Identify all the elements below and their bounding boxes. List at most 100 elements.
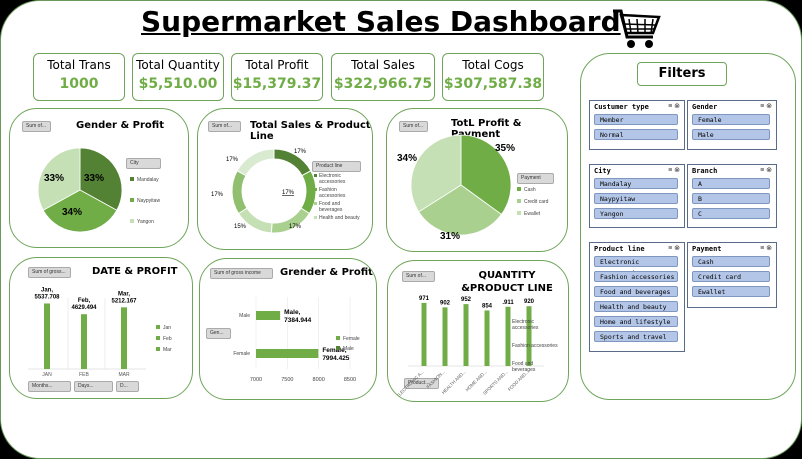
legend-field-button[interactable]: Payment (517, 173, 554, 184)
legend-swatch (314, 188, 317, 191)
slicer-controls: ≡ ⊗ (760, 166, 772, 174)
slicer-item[interactable]: Electronic accessories (594, 256, 678, 277)
x-tick-label: ELECTRONIC A... (395, 369, 425, 399)
slicer-header: Payment (692, 245, 722, 253)
legend-label: Fashion accessories (512, 343, 558, 349)
slicer-item[interactable]: Credit card (692, 271, 770, 282)
field-button[interactable]: Sum of... (22, 121, 51, 132)
kpi-value: $5,510.00 (138, 76, 218, 92)
slicer-item[interactable]: Mandalay (594, 178, 678, 189)
data-label: 4629.494 (71, 305, 97, 311)
multi-select-icon[interactable]: ≡ (760, 103, 765, 110)
kpi-label: Total Profit (245, 58, 309, 72)
multi-select-icon[interactable]: ≡ (668, 103, 673, 110)
days-filter-button[interactable]: Days... (74, 381, 113, 392)
data-label: Feb, (78, 298, 91, 304)
slicer-item[interactable]: Normal (594, 129, 678, 140)
months-filter-button[interactable]: Months... (28, 381, 71, 392)
slicer-item[interactable]: B (692, 193, 770, 204)
shopping-cart-icon (613, 9, 661, 48)
field-button[interactable]: Sum of... (208, 121, 241, 132)
slicer-controls: ≡ ⊗ (668, 244, 680, 252)
clear-filter-icon[interactable]: ⊗ (764, 245, 772, 252)
legend-field-button[interactable]: City (126, 158, 161, 169)
legend-label: accessories (319, 193, 346, 199)
data-label: 35% (495, 143, 515, 154)
slicer-payment: Payment ≡ ⊗ Cash Credit card Ewallet (687, 242, 777, 308)
clear-filter-icon[interactable]: ⊗ (764, 167, 772, 174)
legend-label: Mandalay (137, 177, 159, 183)
legend-label: Naypyitaw (137, 198, 160, 204)
legend-label: Feb (163, 336, 172, 342)
data-label: 17% (211, 192, 224, 198)
multi-select-icon[interactable]: ≡ (760, 167, 765, 174)
slicer-gender: Gender ≡ ⊗ Female Male (687, 100, 777, 150)
doughnut-segment (236, 148, 275, 177)
pie-slice (37, 147, 81, 211)
data-label: 31% (440, 231, 460, 242)
axis-field-button[interactable]: Gen... (206, 328, 231, 339)
data-label: 920 (524, 299, 535, 305)
legend-label: Male (343, 346, 354, 352)
field-button[interactable]: Sum of gross income (210, 268, 273, 279)
legend-label: accessories (512, 325, 539, 331)
slicer-item[interactable]: Ewallet (692, 286, 770, 297)
data-label: 17% (282, 190, 295, 196)
filters-title: Filters (637, 62, 727, 86)
y-tick-label: Female (233, 351, 250, 357)
bar (484, 310, 490, 366)
kpi-total-sales: Total Sales $322,966.75 (331, 53, 435, 101)
slicer-item[interactable]: Fashion accessories (594, 271, 678, 282)
slicer-item[interactable]: Member (594, 114, 678, 125)
field-button[interactable]: Sum of... (402, 271, 435, 282)
page-title: Supermarket Sales Dashboard (141, 5, 621, 38)
slicer-item[interactable]: Yangon (594, 208, 678, 219)
legend-field-button[interactable]: Product line (312, 161, 361, 172)
data-label: 854 (482, 303, 493, 309)
slicer-item[interactable]: Naypyitaw (594, 193, 678, 204)
chart-title: Gender & Profit (76, 120, 164, 131)
kpi-label: Total Quantity (136, 58, 220, 72)
bar (256, 311, 281, 320)
clear-filter-icon[interactable]: ⊗ (764, 103, 772, 110)
clear-filter-icon[interactable]: ⊗ (672, 167, 680, 174)
kpi-value: $322,966.75 (333, 76, 433, 92)
slicer-item[interactable]: Food and beverages (594, 286, 678, 297)
kpi-total-profit: Total Profit $15,379.37 (231, 53, 323, 101)
legend-swatch (507, 362, 510, 365)
data-label: 952 (461, 297, 472, 303)
legend-swatch (130, 219, 134, 223)
field-button[interactable]: Sum of gross... (28, 267, 71, 278)
multi-select-icon[interactable]: ≡ (668, 245, 673, 252)
legend-swatch (130, 198, 134, 202)
axis-field-button[interactable]: Product... (404, 378, 439, 389)
slicer-item[interactable]: Male (692, 129, 770, 140)
slicer-item[interactable]: C (692, 208, 770, 219)
multi-select-icon[interactable]: ≡ (760, 245, 765, 252)
slicer-item[interactable]: Sports and travel (594, 331, 678, 342)
bar (505, 306, 511, 366)
data-label: 17% (226, 157, 239, 163)
slicer-controls: ≡ ⊗ (760, 244, 772, 252)
date-filter-button[interactable]: D... (116, 381, 139, 392)
slicer-header: City (594, 167, 611, 175)
legend-swatch (130, 177, 134, 181)
doughnut-plot: 17%17%17%15%17%17%ElectronicaccessoriesF… (211, 148, 360, 234)
legend-label: accessories (319, 179, 346, 185)
slicer-item[interactable]: Cash (692, 256, 770, 267)
slicer-item[interactable]: A (692, 178, 770, 189)
slicer-item[interactable]: Home and lifestyle (594, 316, 678, 327)
slicer-header: Product line (594, 245, 645, 253)
clear-filter-icon[interactable]: ⊗ (672, 245, 680, 252)
slicer-item[interactable]: Female (692, 114, 770, 125)
kpi-total-quantity: Total Quantity $5,510.00 (132, 53, 224, 101)
clear-filter-icon[interactable]: ⊗ (672, 103, 680, 110)
field-button[interactable]: Sum of... (399, 121, 428, 132)
x-tick-label: FEB (79, 372, 89, 378)
bar (526, 306, 532, 366)
multi-select-icon[interactable]: ≡ (668, 167, 673, 174)
bar (421, 302, 427, 366)
slicer-item[interactable]: Health and beauty (594, 301, 678, 312)
